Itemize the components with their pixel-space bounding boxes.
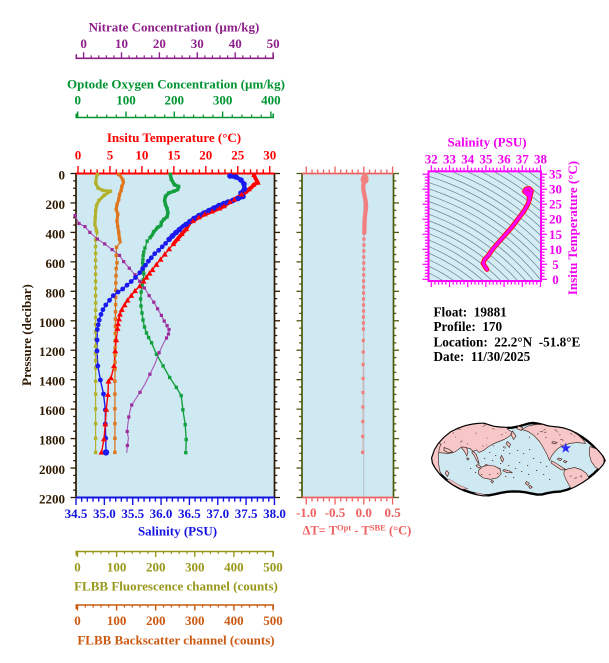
svg-text:40: 40	[229, 36, 242, 51]
svg-text:300: 300	[185, 613, 205, 628]
svg-text:0: 0	[74, 93, 81, 108]
svg-text:50: 50	[267, 36, 280, 51]
svg-text:Insitu Temperature (°C): Insitu Temperature (°C)	[107, 130, 241, 145]
svg-text:Date: 11/30/2025: Date: 11/30/2025	[434, 349, 531, 364]
svg-text:0: 0	[59, 168, 66, 183]
svg-text:36.5: 36.5	[178, 506, 201, 521]
svg-text:10: 10	[115, 36, 128, 51]
svg-text:600: 600	[46, 256, 66, 271]
svg-text:Optode Oxygen Concentration (µ: Optode Oxygen Concentration (µm/kg)	[67, 77, 285, 92]
svg-text:30: 30	[191, 36, 204, 51]
svg-text:0.0: 0.0	[356, 505, 372, 520]
svg-text:20: 20	[549, 212, 562, 227]
svg-text:400: 400	[46, 226, 66, 241]
svg-text:Profile: 170: Profile: 170	[434, 319, 503, 334]
svg-text:36.0: 36.0	[150, 506, 173, 521]
svg-text:1600: 1600	[39, 403, 65, 418]
svg-text:37.0: 37.0	[206, 506, 229, 521]
svg-text:ΔT= TOpt - TSBE (°C): ΔT= TOpt - TSBE (°C)	[303, 523, 412, 538]
svg-text:200: 200	[146, 613, 166, 628]
svg-text:800: 800	[46, 285, 66, 300]
svg-text:100: 100	[107, 560, 127, 575]
svg-text:20: 20	[153, 36, 166, 51]
svg-text:34: 34	[461, 152, 475, 167]
svg-text:0: 0	[74, 613, 81, 628]
svg-text:20: 20	[199, 148, 212, 163]
svg-text:0: 0	[75, 148, 82, 163]
svg-text:FLBB Backscatter channel (coun: FLBB Backscatter channel (counts)	[77, 633, 274, 648]
svg-text:Salinity (PSU): Salinity (PSU)	[447, 135, 526, 150]
svg-text:400: 400	[224, 560, 244, 575]
svg-text:-0.5: -0.5	[325, 505, 346, 520]
svg-text:2200: 2200	[39, 492, 65, 507]
svg-text:32: 32	[425, 152, 438, 167]
svg-text:35.0: 35.0	[93, 506, 116, 521]
svg-text:500: 500	[263, 560, 283, 575]
svg-text:0.5: 0.5	[384, 505, 401, 520]
svg-text:300: 300	[185, 560, 205, 575]
svg-text:5: 5	[107, 148, 114, 163]
svg-text:1000: 1000	[39, 315, 65, 330]
svg-text:38.0: 38.0	[263, 506, 286, 521]
svg-text:500: 500	[263, 613, 283, 628]
svg-text:25: 25	[231, 148, 245, 163]
svg-text:5: 5	[552, 257, 559, 272]
svg-text:34.5: 34.5	[65, 506, 88, 521]
svg-text:10: 10	[549, 242, 562, 257]
svg-text:35.5: 35.5	[121, 506, 144, 521]
svg-text:30: 30	[263, 148, 276, 163]
svg-text:1800: 1800	[39, 433, 65, 448]
svg-text:Float: 19881: Float: 19881	[434, 305, 507, 320]
svg-text:37.5: 37.5	[235, 506, 258, 521]
svg-text:0: 0	[74, 560, 81, 575]
svg-text:15: 15	[549, 227, 563, 242]
svg-text:400: 400	[261, 93, 281, 108]
svg-text:Location: 22.2°N -51.8°E: Location: 22.2°N -51.8°E	[434, 335, 581, 350]
svg-text:30: 30	[549, 182, 562, 197]
svg-text:1400: 1400	[39, 374, 65, 389]
svg-text:0: 0	[80, 36, 87, 51]
svg-text:Nitrate Concentration (µm/kg): Nitrate Concentration (µm/kg)	[89, 20, 260, 35]
svg-text:Insitu Temperature (°C): Insitu Temperature (°C)	[565, 161, 580, 295]
svg-text:300: 300	[213, 93, 233, 108]
svg-text:2000: 2000	[39, 462, 65, 477]
svg-text:36: 36	[498, 152, 512, 167]
svg-text:38: 38	[534, 152, 548, 167]
svg-text:Salinity (PSU): Salinity (PSU)	[138, 524, 217, 539]
svg-text:25: 25	[549, 197, 563, 212]
svg-text:0: 0	[552, 272, 559, 287]
svg-text:100: 100	[116, 93, 136, 108]
svg-text:100: 100	[107, 613, 127, 628]
svg-text:200: 200	[165, 93, 185, 108]
svg-text:33: 33	[443, 152, 457, 167]
svg-text:200: 200	[46, 197, 66, 212]
svg-text:FLBB Fluorescence channel (cou: FLBB Fluorescence channel (counts)	[74, 579, 278, 594]
svg-text:400: 400	[224, 613, 244, 628]
svg-text:200: 200	[146, 560, 166, 575]
svg-text:15: 15	[167, 148, 181, 163]
svg-text:37: 37	[516, 152, 530, 167]
svg-text:1200: 1200	[39, 344, 65, 359]
svg-text:35: 35	[549, 167, 563, 182]
svg-text:35: 35	[479, 152, 493, 167]
svg-text:Pressure (decibar): Pressure (decibar)	[19, 284, 34, 386]
svg-text:10: 10	[135, 148, 148, 163]
svg-text:-1.0: -1.0	[296, 505, 317, 520]
